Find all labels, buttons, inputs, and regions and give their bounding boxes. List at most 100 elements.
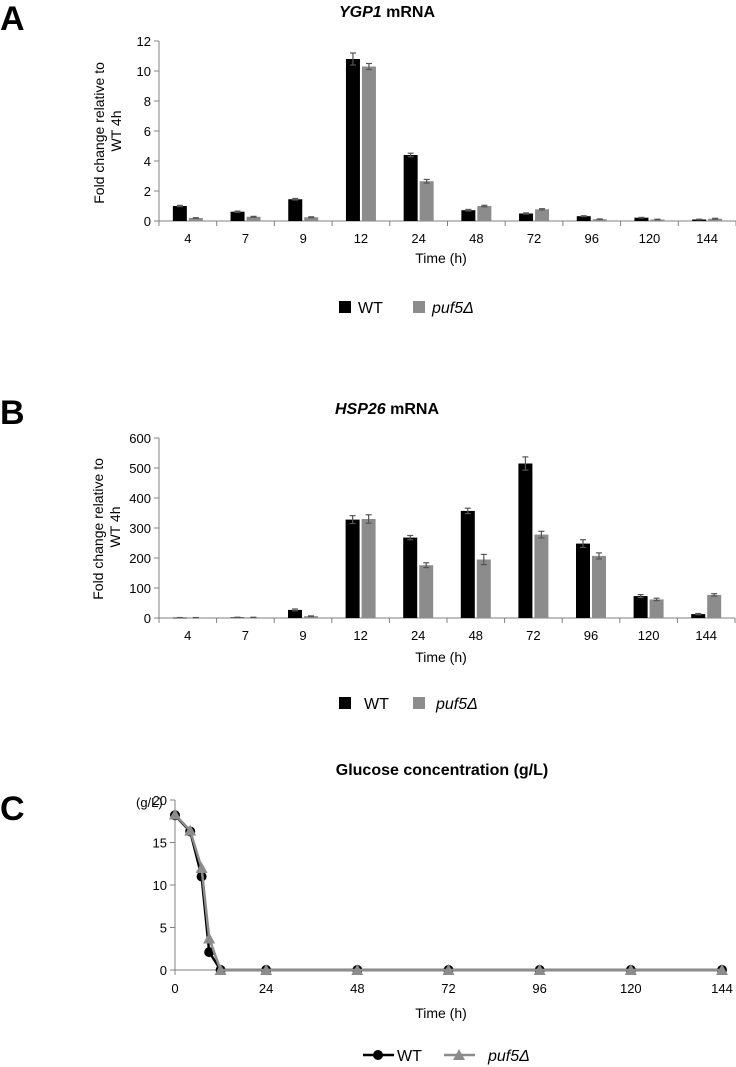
panel-c-letter: C [0, 790, 25, 828]
panel-a-x-tick-label: 4 [184, 231, 191, 246]
panel-a-title: YGP1 mRNA [339, 4, 435, 21]
panel-a-x-tick-label: 72 [527, 231, 541, 246]
panel-a: A YGP1 mRNA Fold change relative to WT 4… [0, 0, 736, 317]
panel-a-bar-puf5 [477, 206, 492, 221]
panel-b-bar-wt [576, 543, 590, 618]
panel-a-bar-wt [345, 59, 360, 221]
panel-b-legend-puf5-label: puf5Δ [435, 696, 478, 713]
panel-c-y-tick-label: 10 [153, 878, 167, 893]
panel-c-x-tick-label: 144 [711, 981, 733, 996]
panel-b-bar-wt [288, 609, 302, 618]
panel-a-bar-wt [230, 211, 245, 221]
panel-b-y-tick-label: 500 [129, 461, 151, 476]
panel-a-bar-wt [634, 217, 649, 221]
panel-b-bar-puf5 [419, 565, 434, 618]
panel-b-legend: WT puf5Δ [339, 696, 478, 713]
panel-c-legend-puf5-label: puf5Δ [487, 1048, 530, 1065]
panel-a-x-tick-label: 120 [639, 231, 661, 246]
panel-b-y-tick-label: 400 [129, 491, 151, 506]
panel-b-x-tick-label: 7 [242, 628, 249, 643]
panel-c-point-puf5 [260, 964, 273, 975]
panel-a-legend-puf5-swatch [413, 301, 425, 313]
panel-a-y-tick-label: 12 [137, 34, 151, 49]
panel-b-bar-wt [633, 596, 648, 618]
panel-a-bar-wt [288, 199, 303, 221]
panel-a-bar-puf5 [535, 209, 550, 221]
panel-c-point-puf5 [351, 964, 364, 975]
panel-c-point-puf5 [169, 808, 181, 820]
panel-b-y-tick-label: 600 [129, 431, 151, 446]
panel-b-y-tick-label: 0 [144, 611, 151, 626]
panel-b-letter: B [0, 394, 25, 432]
panel-a-bar-puf5 [361, 66, 376, 221]
panel-c-plot: 0 5 10 15 20 0 24 48 72 96 120 144 [153, 793, 733, 996]
panel-c-point-puf5 [716, 964, 728, 975]
panel-c-point-puf5 [214, 964, 227, 975]
panel-c-title: Glucose concentration (g/L) [336, 762, 548, 779]
panel-a-x-tick-label: 9 [300, 231, 307, 246]
panel-c-y-tick-label: 0 [160, 963, 167, 978]
panel-c-point-puf5 [195, 862, 208, 873]
panel-c-x-tick-label: 24 [259, 981, 273, 996]
panel-b-bar-puf5 [534, 534, 549, 618]
panel-c: C Glucose concentration (g/L) (g/L) 0 5 10… [0, 762, 733, 1065]
panel-b-x-tick-label: 9 [299, 628, 306, 643]
panel-a-x-tick-label: 144 [696, 231, 718, 246]
panel-a-y-tick-label: 8 [144, 94, 151, 109]
panel-a-y-tick-label: 10 [137, 64, 151, 79]
panel-b-bar-puf5 [476, 559, 491, 618]
panel-b-bar-wt [403, 537, 418, 618]
panel-c-y-tick-label: 5 [160, 921, 167, 936]
panel-a-bar-puf5 [592, 219, 607, 221]
panel-b-y-tick-label: 100 [129, 581, 151, 596]
panel-a-x-tick-label: 12 [354, 231, 368, 246]
panel-a-bar-puf5 [304, 217, 319, 221]
panel-a-legend-puf5-label: puf5Δ [431, 300, 474, 317]
panel-b-y-axis-label: Fold change relative to WT 4h [90, 454, 123, 600]
panel-b-plot: 0 100 200 300 400 500 600 4 7 9 12 24 48 72 96 120 144 [129, 431, 736, 643]
panel-a-bar-puf5 [419, 181, 434, 221]
panel-a-x-axis-label: Time (h) [415, 250, 467, 266]
panel-c-point-puf5 [442, 964, 455, 975]
panel-c-y-unit: (g/L) [136, 795, 163, 810]
panel-b-x-tick-label: 72 [526, 628, 540, 643]
panel-c-x-axis-label: Time (h) [415, 1005, 467, 1021]
panel-b-legend-wt-label: WT [364, 696, 389, 713]
panel-c-x-tick-label: 48 [350, 981, 364, 996]
panel-b-bar-wt [691, 614, 706, 618]
panel-b-bar-wt [460, 510, 475, 618]
panel-b: B HSP26 mRNA Fold change relative to WT … [0, 394, 736, 713]
panel-c-series-wt-line [174, 814, 722, 972]
panel-b-x-tick-label: 48 [469, 628, 483, 643]
panel-c-x-tick-label: 120 [620, 981, 642, 996]
panel-b-legend-wt-swatch [339, 697, 351, 709]
panel-a-y-axis-label: Fold change relative to WT 4h [91, 58, 124, 204]
panel-c-legend-wt-label: WT [397, 1048, 422, 1065]
panel-a-x-tick-label: 7 [242, 231, 249, 246]
panel-a-legend: WT puf5Δ [339, 300, 474, 317]
panel-b-x-tick-label: 12 [353, 628, 367, 643]
panel-b-bar-puf5 [592, 555, 606, 618]
panel-b-bar-puf5 [649, 599, 664, 618]
panel-b-x-tick-label: 96 [584, 628, 598, 643]
panel-b-x-tick-label: 4 [184, 628, 191, 643]
panel-a-bar-wt [461, 210, 476, 221]
panel-a-bar-wt [576, 216, 591, 221]
panel-b-bar-wt [345, 519, 360, 618]
panel-a-legend-wt-swatch [339, 301, 351, 313]
panel-b-y-tick-label: 300 [129, 521, 151, 536]
panel-b-bar-wt [518, 463, 533, 618]
panel-a-legend-wt-label: WT [358, 300, 383, 317]
panel-b-x-tick-label: 120 [638, 628, 660, 643]
panel-c-point-wt [204, 947, 215, 958]
panel-a-bar-wt [172, 206, 187, 221]
panel-a-x-tick-label: 24 [411, 231, 425, 246]
panel-b-x-tick-label: 144 [695, 628, 717, 643]
panel-a-y-tick-label: 6 [144, 124, 151, 139]
panel-a-y-tick-label: 0 [144, 214, 151, 229]
panel-a-x-tick-label: 48 [469, 231, 483, 246]
panel-c-x-tick-label: 72 [441, 981, 455, 996]
panel-a-bar-wt [519, 213, 534, 221]
